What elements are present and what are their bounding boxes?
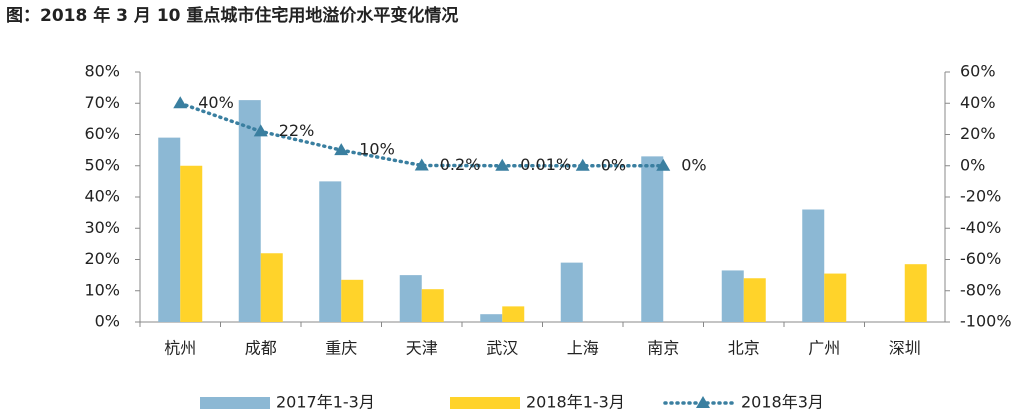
marker <box>173 96 188 109</box>
y-tick-label: 60% <box>84 124 120 143</box>
bar <box>341 279 364 322</box>
x-tick-label: 武汉 <box>486 339 518 358</box>
data-label: 0% <box>681 155 706 174</box>
x-tick-label: 南京 <box>647 339 679 358</box>
bar <box>721 270 744 322</box>
marker <box>575 158 590 171</box>
x-tick-label: 天津 <box>406 339 438 358</box>
marker <box>414 158 429 171</box>
y2-tick-label: -40% <box>960 218 1001 237</box>
x-tick-label: 广州 <box>808 339 840 358</box>
bar <box>824 273 847 322</box>
legend-label: 2018年1-3月 <box>526 393 625 412</box>
legend-marker <box>696 396 710 408</box>
data-label: 0.01% <box>520 155 571 174</box>
legend-label: 2018年3月 <box>741 393 824 412</box>
y-tick-label: 80% <box>84 62 120 81</box>
y-tick-label: 50% <box>84 155 120 174</box>
bar <box>802 209 825 322</box>
bar <box>260 253 283 322</box>
x-tick-label: 成都 <box>245 339 277 358</box>
bar <box>560 262 583 322</box>
y2-tick-label: 60% <box>960 62 996 81</box>
bar <box>502 306 525 322</box>
legend-swatch <box>200 397 270 409</box>
x-tick-label: 北京 <box>728 339 760 358</box>
bar <box>480 314 503 322</box>
data-label: 10% <box>359 140 395 159</box>
bar <box>641 156 664 322</box>
x-tick-label: 重庆 <box>325 339 357 358</box>
y2-tick-label: -60% <box>960 249 1001 268</box>
data-label: 22% <box>279 121 315 140</box>
legend-swatch <box>450 397 520 409</box>
x-tick-label: 杭州 <box>164 339 196 358</box>
y2-tick-label: 0% <box>960 155 985 174</box>
y-tick-label: 40% <box>84 187 120 206</box>
data-label: 0.2% <box>440 155 481 174</box>
marker <box>253 124 268 137</box>
bar <box>743 278 766 322</box>
legend-label: 2017年1-3月 <box>276 393 375 412</box>
y-tick-label: 70% <box>84 93 120 112</box>
chart-title: 图：2018 年 3 月 10 重点城市住宅用地溢价水平变化情况 <box>6 5 458 26</box>
y2-tick-label: 40% <box>960 93 996 112</box>
y2-tick-label: -20% <box>960 187 1001 206</box>
marker <box>656 158 671 171</box>
data-label: 0% <box>601 155 626 174</box>
y-tick-label: 0% <box>95 312 120 331</box>
y2-tick-label: 20% <box>960 124 996 143</box>
y2-tick-label: -80% <box>960 280 1001 299</box>
y-tick-label: 30% <box>84 218 120 237</box>
bar <box>238 100 261 322</box>
bar <box>180 165 203 322</box>
data-label: 40% <box>198 93 234 112</box>
x-tick-label: 深圳 <box>889 339 921 358</box>
y-tick-label: 20% <box>84 249 120 268</box>
bar <box>421 289 444 322</box>
marker <box>334 143 349 156</box>
bar <box>319 181 342 322</box>
bar <box>904 264 927 322</box>
bar <box>399 275 422 322</box>
bar <box>158 137 181 322</box>
y-tick-label: 10% <box>84 280 120 299</box>
y2-tick-label: -100% <box>960 312 1012 331</box>
x-tick-label: 上海 <box>567 339 599 358</box>
marker <box>495 158 510 171</box>
